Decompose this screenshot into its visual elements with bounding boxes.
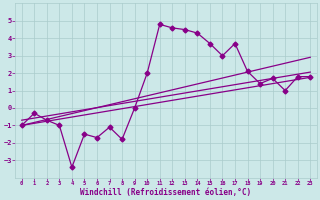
X-axis label: Windchill (Refroidissement éolien,°C): Windchill (Refroidissement éolien,°C)	[80, 188, 252, 197]
